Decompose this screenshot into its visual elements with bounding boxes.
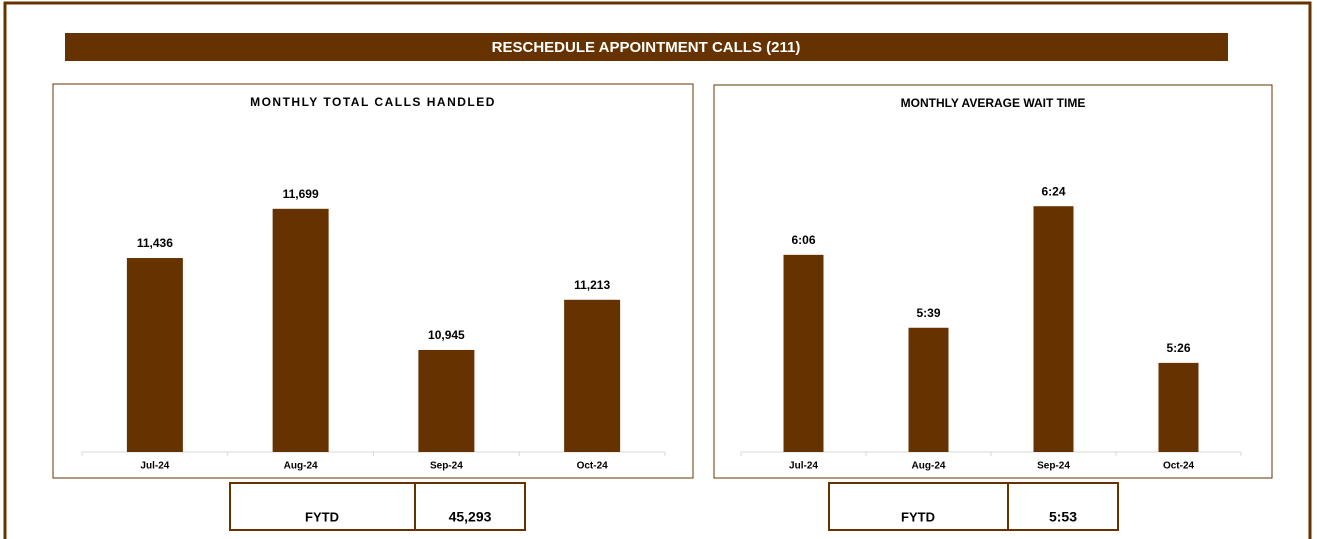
- data-label: 6:06: [791, 233, 815, 247]
- bar: [783, 254, 824, 452]
- chart-title: MONTHLY AVERAGE WAIT TIME: [901, 96, 1086, 110]
- data-label: 11,213: [574, 278, 610, 292]
- x-tick-label: Oct-24: [577, 461, 609, 472]
- fytd-label: FYTD: [305, 509, 339, 524]
- frame: [3, 1, 1312, 539]
- data-label: 5:39: [916, 306, 940, 320]
- data-label: 10,945: [428, 328, 465, 342]
- x-tick-label: Jul-24: [140, 461, 169, 472]
- header-title: RESCHEDULE APPOINTMENT CALLS (211): [492, 39, 801, 56]
- data-label: 11,699: [283, 187, 319, 201]
- x-tick-label: Sep-24: [1037, 461, 1070, 472]
- fytd-value: 5:53: [1049, 509, 1077, 525]
- bar: [126, 258, 183, 452]
- chart-title: MONTHLY TOTAL CALLS HANDLED: [250, 95, 496, 109]
- bar: [1158, 362, 1199, 452]
- x-tick-label: Sep-24: [430, 461, 463, 472]
- x-tick-label: Aug-24: [284, 461, 318, 472]
- bar: [564, 299, 621, 452]
- x-tick-label: Jul-24: [789, 461, 818, 472]
- bar: [418, 349, 475, 452]
- fytd-box: [828, 482, 1119, 531]
- fytd-label: FYTD: [901, 509, 935, 524]
- bar: [272, 208, 329, 452]
- data-label: 6:24: [1041, 184, 1065, 198]
- bar: [908, 327, 949, 452]
- data-label: 11,436: [137, 236, 173, 250]
- bar: [1033, 206, 1074, 452]
- x-tick-label: Oct-24: [1163, 461, 1195, 472]
- fytd-value: 45,293: [449, 509, 492, 525]
- data-label: 5:26: [1166, 341, 1190, 355]
- header-bar: [65, 33, 1228, 61]
- fytd-box: [229, 482, 526, 531]
- x-tick-label: Aug-24: [912, 461, 946, 472]
